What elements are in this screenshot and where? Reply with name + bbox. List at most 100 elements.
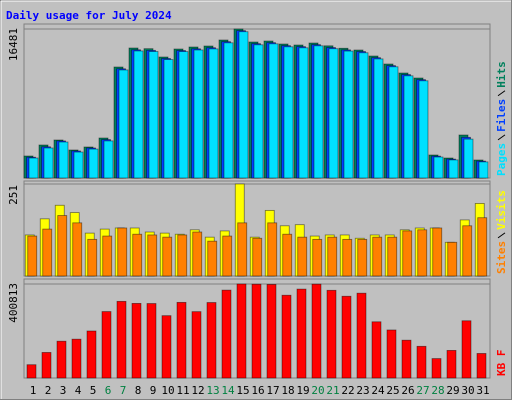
x-tick-label: 12 [191, 384, 204, 397]
bar [101, 311, 112, 379]
x-tick-label: 14 [221, 384, 235, 397]
bar [283, 46, 294, 179]
bar [132, 233, 143, 277]
x-tick-label: 22 [341, 384, 354, 397]
bar [146, 303, 157, 379]
bar [402, 230, 413, 277]
bar [103, 140, 114, 179]
bar [446, 350, 457, 379]
bar [418, 80, 429, 179]
bar [116, 300, 127, 379]
x-tick-label: 16 [251, 384, 264, 397]
bar [206, 302, 217, 379]
bar [372, 236, 383, 277]
bar [341, 295, 352, 379]
bar [312, 238, 323, 277]
x-tick-label: 30 [461, 384, 474, 397]
bar [401, 339, 412, 379]
bar [191, 311, 202, 379]
chart-title: Daily usage for July 2024 [6, 9, 172, 22]
x-tick-label: 18 [281, 384, 294, 397]
bar [161, 315, 172, 379]
bar [163, 59, 174, 179]
bar [297, 236, 308, 277]
bar [117, 227, 128, 277]
x-tick-label: 10 [161, 384, 174, 397]
bar [463, 138, 474, 179]
bar [298, 47, 309, 179]
x-tick-label: 24 [371, 384, 385, 397]
x-tick-label: 26 [401, 384, 414, 397]
bar [388, 66, 399, 179]
x-tick-label: 9 [150, 384, 157, 397]
bar [416, 345, 427, 379]
bar [87, 238, 98, 277]
bar [162, 236, 173, 277]
bar [447, 241, 458, 277]
legend-entry: Hits [495, 61, 508, 88]
x-tick-label: 2 [45, 384, 52, 397]
bar [223, 42, 234, 179]
y-tick-label: 16481 [7, 28, 20, 61]
bar [342, 238, 353, 277]
bar [403, 75, 414, 179]
bar [26, 364, 37, 379]
bar [253, 44, 264, 179]
x-tick-label: 13 [206, 384, 219, 397]
x-tick-label: 7 [120, 384, 127, 397]
x-tick-label: 6 [105, 384, 112, 397]
bar [358, 52, 369, 179]
bar [432, 227, 443, 277]
bar [327, 236, 338, 277]
bar [207, 240, 218, 277]
bar [462, 225, 473, 277]
bar [88, 148, 99, 179]
bar [58, 141, 69, 179]
bar [461, 320, 472, 379]
bar [42, 228, 53, 277]
x-tick-label: 5 [90, 384, 97, 397]
bar [148, 51, 159, 179]
bar [237, 222, 248, 277]
bar [147, 234, 158, 277]
bar [43, 147, 54, 179]
bar [296, 288, 307, 379]
bar [193, 49, 204, 179]
bar [71, 338, 82, 379]
legend-entry: KB F [495, 350, 508, 377]
bar [387, 236, 398, 277]
x-tick-label: 19 [296, 384, 309, 397]
bar [238, 31, 249, 179]
y-tick-label: 400813 [7, 283, 20, 323]
x-tick-label: 21 [326, 384, 339, 397]
x-tick-label: 15 [236, 384, 249, 397]
bar [252, 237, 263, 277]
x-tick-label: 8 [135, 384, 142, 397]
bar [72, 222, 83, 277]
bar [41, 352, 52, 379]
bar [282, 233, 293, 277]
legend-entry: Sites [495, 241, 508, 274]
bar [356, 292, 367, 379]
bar [357, 238, 368, 277]
legend-separator [497, 90, 506, 97]
x-tick-label: 3 [60, 384, 67, 397]
bar [57, 215, 68, 277]
x-tick-label: 28 [431, 384, 444, 397]
legend-entry: Visits [495, 190, 508, 230]
bar [222, 235, 233, 277]
bar [73, 151, 84, 179]
bar [118, 69, 129, 179]
bar [477, 217, 488, 277]
bar [208, 48, 219, 179]
x-tick-label: 31 [476, 384, 489, 397]
legend-separator [497, 232, 506, 239]
bar [373, 58, 384, 179]
x-tick-label: 23 [356, 384, 369, 397]
bar [431, 358, 442, 379]
bar [417, 229, 428, 277]
bar [268, 43, 279, 179]
bar [433, 156, 444, 179]
bar [131, 303, 142, 379]
bar [313, 45, 324, 179]
